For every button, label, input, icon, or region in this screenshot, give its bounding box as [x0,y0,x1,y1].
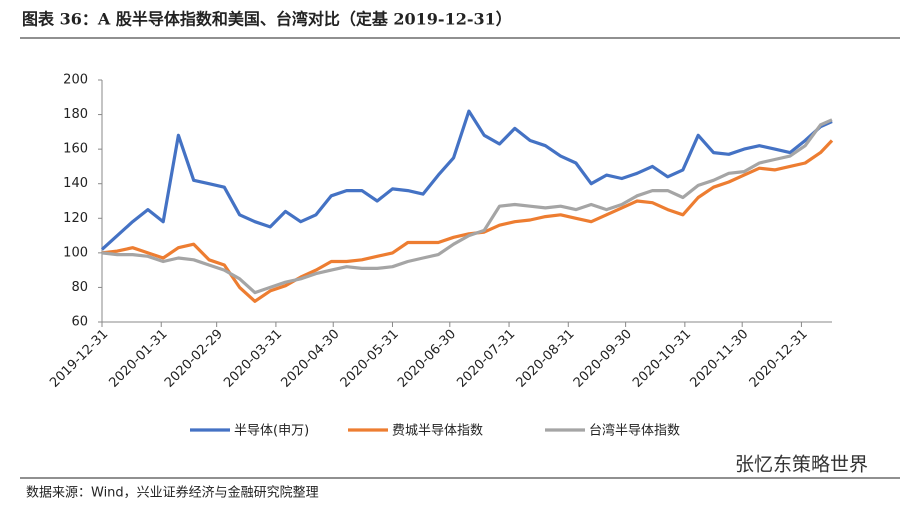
source: 数据来源：Wind，兴业证券经济与金融研究院整理 [26,485,319,501]
y-tick-label: 60 [71,315,88,330]
legend-label: 台湾半导体指数 [589,423,680,439]
x-tick-label: 2020-01-31 [107,327,171,391]
series-line [101,118,833,295]
chart-title: 图表 36：A 股半导体指数和美国、台湾对比（定基 2019-12-31） [22,10,512,29]
x-tick-label: 2020-12-31 [747,327,811,391]
legend-label: 半导体(申万) [234,424,309,439]
x-tick-label: 2020-09-30 [571,327,635,391]
x-tick-label: 2020-02-29 [162,327,226,391]
y-tick-label: 200 [63,73,88,88]
series-line [100,109,833,251]
y-tick-label: 80 [71,280,88,295]
series-line [101,139,834,303]
x-tick-label: 2020-08-31 [514,327,578,391]
y-tick-label: 140 [63,176,88,191]
x-tick-label: 2020-07-31 [454,327,518,391]
watermark: 张忆东策略世界 [735,454,868,476]
x-tick-label: 2019-12-31 [47,327,111,391]
x-tick-label: 2020-11-30 [687,327,751,391]
y-tick-label: 120 [63,211,88,226]
x-tick-label: 2020-03-31 [221,327,285,391]
y-tick-label: 100 [63,245,88,260]
y-tick-label: 180 [63,107,88,122]
y-tick-label: 160 [63,142,88,157]
x-tick-label: 2020-10-31 [630,327,694,391]
legend-label: 费城半导体指数 [392,424,483,439]
x-tick-label: 2020-06-30 [395,327,459,391]
x-tick-label: 2020-04-30 [278,327,342,391]
x-tick-label: 2020-05-31 [338,327,402,391]
